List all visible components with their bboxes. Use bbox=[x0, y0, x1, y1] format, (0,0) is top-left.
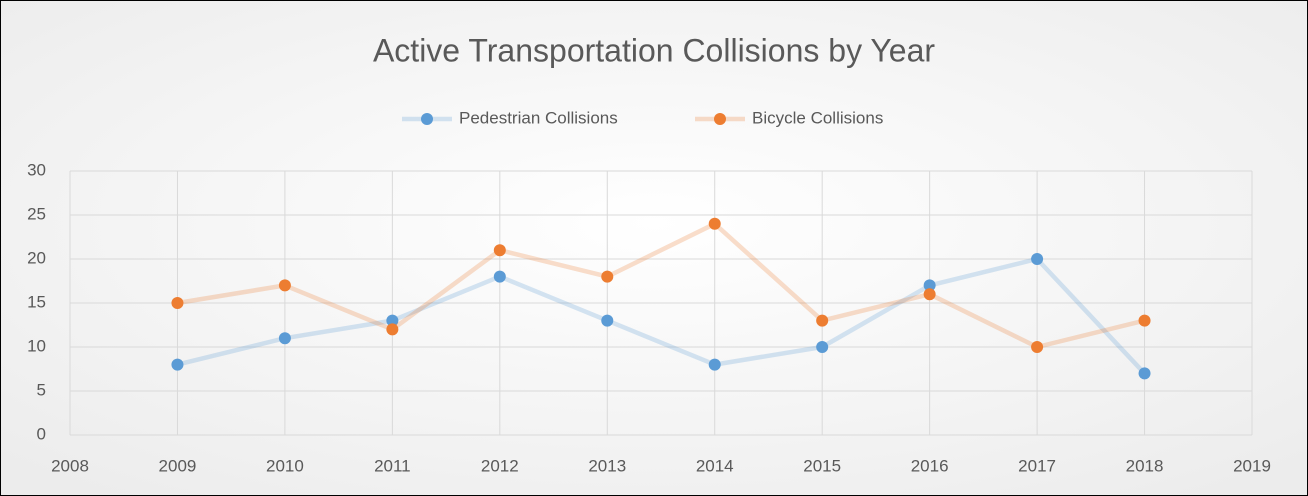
data-point bbox=[493, 270, 506, 283]
x-tick-label: 2010 bbox=[266, 456, 304, 475]
data-point bbox=[1138, 367, 1151, 380]
legend-marker bbox=[714, 113, 726, 125]
data-point bbox=[278, 279, 291, 292]
y-tick-label: 30 bbox=[27, 160, 46, 179]
x-tick-label: 2009 bbox=[159, 456, 197, 475]
series-line bbox=[177, 221, 1146, 350]
x-tick-label: 2019 bbox=[1233, 456, 1271, 475]
x-tick-label: 2016 bbox=[911, 456, 949, 475]
chart-title: Active Transportation Collisions by Year bbox=[373, 32, 935, 68]
data-point bbox=[816, 314, 829, 327]
data-point bbox=[923, 279, 936, 292]
x-tick-label: 2018 bbox=[1126, 456, 1164, 475]
legend-label: Pedestrian Collisions bbox=[459, 108, 618, 127]
data-point bbox=[601, 270, 614, 283]
data-point bbox=[1138, 314, 1151, 327]
y-tick-label: 15 bbox=[27, 292, 46, 311]
x-tick-label: 2012 bbox=[481, 456, 519, 475]
data-point bbox=[708, 358, 721, 371]
data-point bbox=[386, 323, 399, 336]
y-tick-label: 10 bbox=[27, 336, 46, 355]
y-tick-label: 0 bbox=[37, 424, 46, 443]
data-point bbox=[708, 217, 721, 230]
series-line bbox=[176, 256, 1147, 375]
data-point bbox=[816, 341, 829, 353]
legend-label: Bicycle Collisions bbox=[752, 108, 883, 127]
data-point bbox=[171, 358, 184, 371]
data-point bbox=[493, 244, 506, 257]
data-point bbox=[1031, 253, 1044, 265]
legend-marker bbox=[421, 113, 433, 125]
y-tick-label: 25 bbox=[27, 204, 46, 223]
data-point bbox=[923, 288, 936, 301]
x-tick-label: 2014 bbox=[696, 456, 734, 475]
y-tick-label: 5 bbox=[37, 380, 46, 399]
x-tick-label: 2011 bbox=[374, 456, 411, 475]
data-point bbox=[386, 314, 399, 327]
x-tick-label: 2015 bbox=[803, 456, 841, 475]
data-point bbox=[278, 332, 291, 345]
x-tick-label: 2008 bbox=[51, 456, 89, 475]
data-point bbox=[601, 314, 614, 327]
y-tick-label: 20 bbox=[27, 248, 46, 267]
data-point bbox=[171, 297, 184, 309]
x-tick-label: 2017 bbox=[1018, 456, 1056, 475]
data-point bbox=[1031, 341, 1044, 353]
x-tick-label: 2013 bbox=[588, 456, 626, 475]
